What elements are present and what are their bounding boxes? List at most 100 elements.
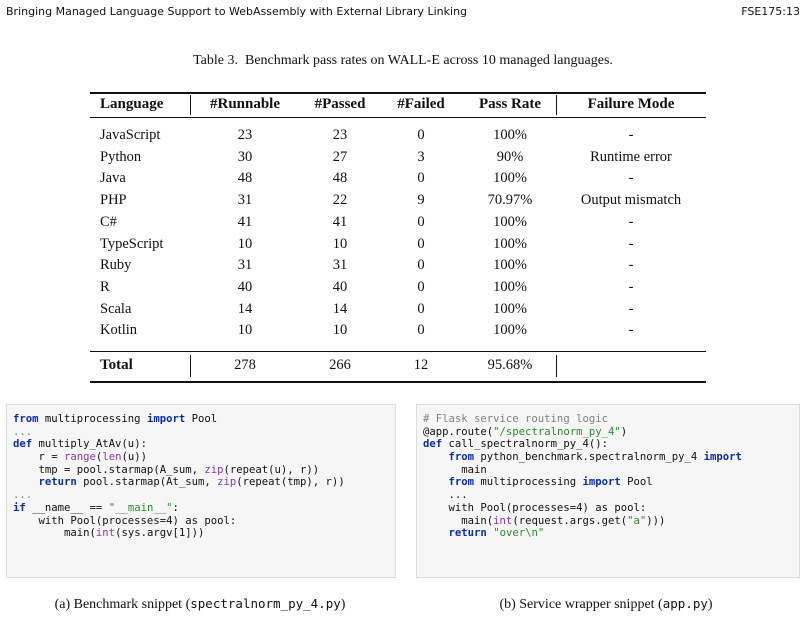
total-cell: 12 — [413, 357, 429, 373]
table-cell: 0 — [417, 213, 425, 230]
table-cell: Runtime error — [590, 148, 672, 165]
code-keyword: import — [703, 451, 742, 464]
table-cell: 40 — [237, 278, 253, 295]
code-comment: # Flask service routing logic — [423, 413, 608, 425]
table-cell: - — [628, 213, 634, 230]
table-cell: 0 — [417, 300, 425, 317]
column-divider — [556, 355, 557, 377]
table-cell: 31 — [237, 192, 253, 209]
code-line: with Pool(processes=4) as pool: — [13, 515, 389, 528]
row-label: Ruby — [100, 257, 132, 274]
table-cell: 90% — [496, 148, 524, 165]
file-name: spectralnorm_py_4.py — [190, 596, 341, 611]
table-cell: - — [628, 278, 634, 295]
table-cell: 22 — [332, 192, 348, 209]
table-cell: 100% — [493, 322, 527, 339]
row-label: Kotlin — [100, 322, 138, 339]
table-cell: 10 — [237, 235, 253, 252]
table-cell: 23 — [332, 127, 348, 143]
code-token: multiprocessing — [474, 476, 583, 489]
code-line: main — [423, 464, 793, 477]
code-builtin: len — [102, 451, 122, 464]
code-token — [13, 476, 39, 488]
row-label: Java — [100, 170, 126, 187]
code-token: __name__ == — [25, 501, 109, 514]
code-line: if __name__ == "__main__": — [13, 502, 389, 515]
table-cell: 100% — [493, 300, 527, 317]
code-line: @app.route("/spectralnorm_py_4") — [423, 426, 793, 439]
code-line: ... — [13, 489, 389, 502]
code-line: r = range(len(u)) — [13, 451, 389, 464]
code-builtin: int — [493, 514, 513, 527]
code-line: def call_spectralnorm_py_4(): — [423, 438, 793, 451]
total-label: Total — [100, 357, 133, 373]
row-label: R — [100, 278, 110, 295]
table-cell: 27 — [332, 148, 348, 165]
code-keyword: return — [448, 527, 487, 540]
code-token: r = — [13, 451, 65, 464]
table-cell: 100% — [493, 170, 527, 187]
code-keyword: from — [448, 476, 475, 489]
code-token: ( — [95, 451, 103, 464]
column-divider — [556, 95, 557, 115]
table-cell: 0 — [417, 170, 425, 187]
code-keyword: return — [38, 476, 77, 489]
code-string: "a" — [627, 514, 647, 527]
code-token: with Pool(processes=4) as pool: — [13, 514, 237, 527]
row-label: Python — [100, 148, 142, 165]
table-cell: - — [628, 235, 634, 252]
table-cell: 0 — [417, 127, 425, 143]
code-token: tmp = pool.starmap(A_sum, — [13, 463, 205, 476]
code-token: (repeat(tmp), r)) — [236, 476, 345, 489]
code-keyword: if — [13, 501, 26, 514]
code-builtin: zip — [204, 463, 224, 476]
code-token: call_spectralnorm_py_4(): — [442, 438, 608, 451]
code-token: multiprocessing — [38, 413, 147, 425]
table-cell: 100% — [493, 235, 527, 252]
column-header: #Runnable — [209, 96, 281, 112]
page-number: FSE175:13 — [741, 5, 800, 18]
table-cell: - — [628, 322, 634, 339]
table-cell: - — [628, 170, 634, 187]
column-header: Language — [100, 96, 164, 112]
code-token: python_benchmark.spectralnorm_py_4 — [474, 451, 704, 464]
code-token: ))) — [646, 514, 666, 527]
table-cell: 0 — [417, 322, 425, 339]
code-token — [423, 476, 449, 488]
code-comment: ... — [13, 489, 33, 502]
code-line: with Pool(processes=4) as pool: — [423, 502, 793, 515]
code-token: (u)) — [121, 451, 147, 464]
code-keyword: import — [146, 413, 186, 425]
table-cell: 70.97% — [487, 192, 533, 209]
table-cell: 40 — [332, 278, 348, 295]
table-cell: 100% — [493, 213, 527, 230]
code-token: (sys.argv[1])) — [115, 527, 205, 540]
table-cell: 3 — [417, 148, 425, 165]
code-snippet: from multiprocessing import Pool... def m… — [6, 404, 396, 578]
table-cell: 10 — [332, 322, 348, 339]
code-token: ) — [620, 425, 628, 438]
header-rule — [90, 117, 706, 118]
code-token: with Pool(processes=4) as pool: — [423, 501, 647, 514]
code-line: def multiply_AtAv(u): — [13, 438, 389, 451]
code-token: @app.route( — [423, 425, 494, 438]
table-cell: 0 — [417, 278, 425, 295]
column-header: #Passed — [314, 96, 366, 112]
table-cell: - — [628, 257, 634, 274]
code-line: from python_benchmark.spectralnorm_py_4 … — [423, 451, 793, 464]
code-line: return pool.starmap(At_sum, zip(repeat(t… — [13, 476, 389, 489]
bottom-rule — [90, 381, 706, 383]
table-cell: 31 — [332, 257, 348, 274]
table-cell: 10 — [332, 235, 348, 252]
code-token — [423, 451, 449, 463]
code-line: main(int(sys.argv[1])) — [13, 527, 389, 540]
table-cell: 14 — [332, 300, 348, 317]
code-string: "__main__" — [108, 501, 173, 514]
code-token: main( — [13, 527, 96, 540]
code-builtin: int — [95, 527, 116, 540]
running-title: Bringing Managed Language Support to Web… — [6, 5, 468, 18]
table-cell: 41 — [237, 213, 253, 230]
row-label: TypeScript — [100, 235, 164, 252]
code-token: : — [172, 501, 179, 514]
